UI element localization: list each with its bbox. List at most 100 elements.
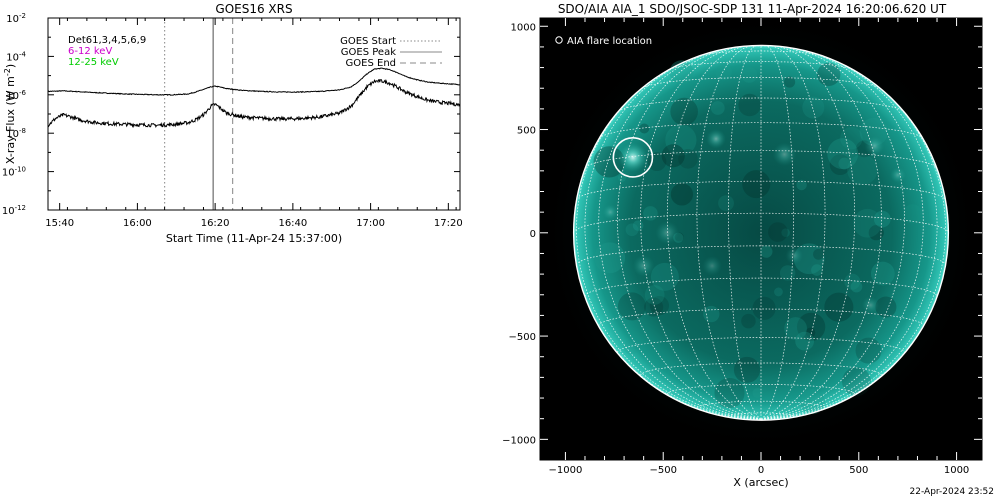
x-tick-label: 17:20 bbox=[434, 218, 463, 229]
disk-texture bbox=[842, 367, 871, 397]
x-tick-label: 1000 bbox=[944, 465, 969, 476]
x-tick-label: −1000 bbox=[549, 465, 583, 476]
longitude-line bbox=[666, 45, 762, 420]
disk-texture bbox=[625, 223, 639, 237]
lightcurve-plot-area bbox=[48, 18, 460, 210]
aia-axes: −1000 −500 0 500 1000 1000 500 0 −500 −1000 bbox=[502, 18, 982, 476]
aia-solar-image bbox=[540, 18, 982, 454]
y-tick-label: 10-6 bbox=[6, 89, 26, 102]
disk-texture bbox=[715, 63, 732, 81]
solar-limb bbox=[572, 44, 950, 421]
disk-texture bbox=[844, 273, 861, 290]
longitude-line bbox=[576, 72, 762, 420]
y-tick-label: −1000 bbox=[502, 435, 536, 446]
longitude-line bbox=[584, 53, 762, 420]
y-tick-exponent: -8 bbox=[19, 127, 26, 135]
ylabel-close: ) bbox=[4, 64, 17, 68]
y-tick-mantissa: 10 bbox=[2, 168, 15, 179]
disk-texture bbox=[644, 285, 665, 305]
disk-texture bbox=[795, 331, 815, 351]
latitude-line bbox=[696, 400, 826, 409]
disk-texture bbox=[661, 144, 685, 168]
active-region bbox=[864, 136, 885, 156]
longitude-line bbox=[760, 48, 924, 420]
disk-texture bbox=[853, 208, 882, 238]
disk-texture bbox=[840, 126, 863, 150]
disk-texture bbox=[768, 222, 788, 242]
longitude-line bbox=[760, 46, 905, 420]
lightcurve-title: GOES16 XRS bbox=[215, 2, 292, 16]
y-tick-mantissa: 10 bbox=[6, 52, 19, 63]
y-tick-label: 500 bbox=[517, 126, 536, 137]
event-legend-label: GOES End bbox=[346, 58, 396, 69]
x-tick-label: 16:20 bbox=[201, 218, 230, 229]
x-tick-label: 500 bbox=[849, 465, 868, 476]
series-line-long bbox=[48, 67, 460, 96]
disk-texture bbox=[824, 292, 854, 322]
disk-texture bbox=[802, 96, 825, 119]
longitude-line bbox=[760, 72, 946, 420]
y-tick-mantissa: 10 bbox=[2, 206, 15, 217]
longitude-line bbox=[760, 45, 794, 420]
disk-texture bbox=[594, 242, 626, 274]
active-region bbox=[632, 255, 655, 277]
x-tick-label: −500 bbox=[649, 465, 676, 476]
latitude-line bbox=[584, 277, 938, 297]
disk-texture bbox=[875, 296, 897, 318]
disk-texture bbox=[623, 339, 639, 355]
disk-texture bbox=[813, 248, 824, 260]
ylabel-exp: -2 bbox=[3, 68, 12, 76]
disk-texture bbox=[733, 356, 761, 383]
y-tick-label: −500 bbox=[509, 332, 536, 343]
longitude-line bbox=[760, 45, 826, 420]
footer-timestamp: 22-Apr-2024 23:52 bbox=[909, 487, 994, 497]
disk-texture bbox=[870, 261, 895, 286]
longitude-line bbox=[598, 48, 762, 420]
aia-title: SDO/AIA AIA_1 SDO/JSOC-SDP 131 11-Apr-20… bbox=[558, 2, 947, 16]
disk-texture bbox=[855, 337, 882, 364]
longitude-line bbox=[760, 45, 856, 420]
x-tick-label: 15:40 bbox=[45, 218, 74, 229]
active-region bbox=[602, 204, 619, 220]
disk-texture bbox=[847, 154, 878, 185]
active-region bbox=[861, 296, 880, 314]
flare-legend-label: AIA flare location bbox=[567, 36, 652, 47]
y-tick-label: 1000 bbox=[511, 22, 536, 33]
disk-texture bbox=[752, 387, 763, 399]
y-tick-exponent: -12 bbox=[15, 204, 26, 212]
series-line-short bbox=[48, 78, 460, 129]
disk-texture bbox=[644, 297, 664, 317]
disk-texture bbox=[617, 292, 646, 321]
active-region bbox=[702, 256, 722, 276]
disk-texture bbox=[741, 66, 758, 83]
y-tick-label: 10-10 bbox=[2, 166, 26, 179]
y-tick-mantissa: 10 bbox=[6, 91, 19, 102]
longitude-line bbox=[728, 45, 762, 420]
disk-texture bbox=[796, 179, 807, 191]
disk-texture bbox=[670, 183, 694, 206]
y-tick-label: 0 bbox=[530, 229, 536, 240]
disk-texture bbox=[817, 62, 841, 87]
flare-location-circle bbox=[612, 137, 654, 178]
channel-legend-item: Det61,3,4,5,6,9 bbox=[68, 35, 146, 46]
disk-texture bbox=[678, 149, 698, 169]
disk-texture bbox=[643, 206, 658, 221]
x-tick-label: 16:00 bbox=[123, 218, 152, 229]
disk-texture bbox=[781, 228, 790, 237]
latitude-line bbox=[598, 122, 924, 139]
event-legend-label: GOES Start bbox=[340, 36, 396, 47]
disk-texture bbox=[799, 389, 825, 415]
disk-texture bbox=[714, 377, 745, 409]
disk-texture bbox=[718, 195, 734, 212]
y-tick-exponent: -4 bbox=[19, 50, 27, 58]
active-region bbox=[655, 221, 679, 245]
lightcurve-y-axis-label: X-ray Flux (W m-2) bbox=[3, 64, 17, 164]
disk-texture bbox=[639, 123, 650, 134]
disk-texture bbox=[710, 101, 725, 115]
active-region bbox=[706, 129, 726, 149]
lightcurve-x-axis-label: Start Time (11-Apr-24 15:37:00) bbox=[166, 232, 342, 245]
